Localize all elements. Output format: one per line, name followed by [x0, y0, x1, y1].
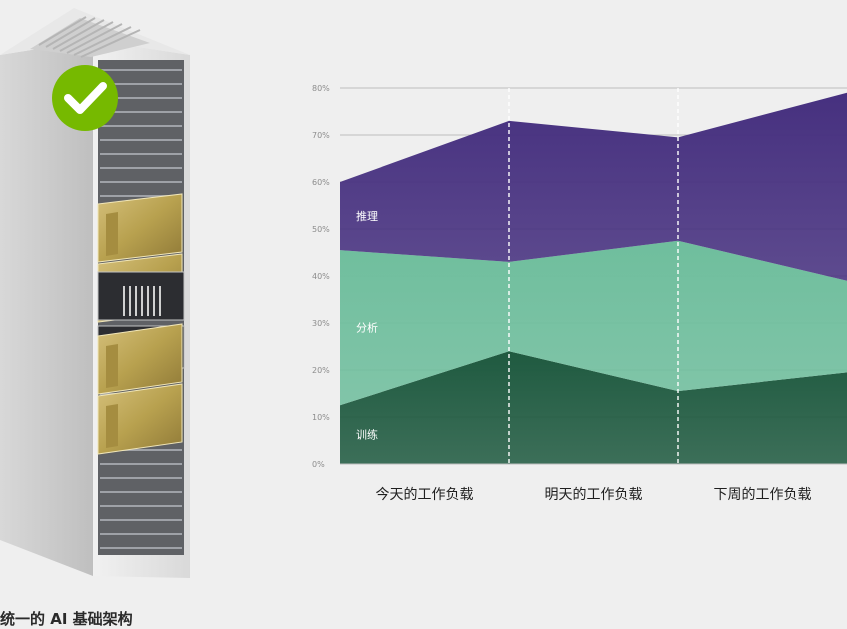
- rack-caption: 统一的 AI 基础架构: [0, 610, 133, 628]
- check-badge-circle: [52, 65, 118, 131]
- chart-container: 0% 10% 20% 30% 40% 50% 60% 70% 80% 训练 分析 推理今天的工作负载 明…: [300, 70, 847, 510]
- y-tick-label-6: 60%: [312, 178, 330, 187]
- area-series-1: [340, 240, 847, 406]
- x-category-label-2: 下周的工作负载: [714, 487, 812, 503]
- y-tick-label-5: 50%: [312, 225, 330, 234]
- y-tick-label-2: 20%: [312, 366, 330, 375]
- gold-servers-bottom: [97, 323, 183, 455]
- y-tick-label-4: 40%: [312, 272, 330, 281]
- rack-vent: [30, 16, 150, 58]
- series-label-0: 训练: [356, 428, 378, 442]
- check-icon: [64, 82, 107, 114]
- y-tick-label-8: 80%: [312, 84, 330, 93]
- series-label-2: 推理: [356, 209, 378, 223]
- area-series-0: [340, 351, 847, 464]
- y-tick-label-3: 30%: [312, 319, 330, 328]
- y-tick-label-0: 0%: [312, 460, 325, 469]
- area-series-2: [340, 92, 847, 281]
- server-rack-svg: [0, 8, 190, 578]
- x-category-label-1: 明天的工作负载: [545, 487, 643, 503]
- x-category-label-0: 今天的工作负载: [376, 487, 474, 503]
- y-tick-label-1: 10%: [312, 413, 330, 422]
- y-tick-label-7: 70%: [312, 131, 330, 140]
- check-badge: [52, 65, 118, 131]
- series-label-1: 分析: [356, 321, 378, 335]
- rack-side-panel: [0, 40, 93, 576]
- server-rack-illustration: [0, 0, 210, 590]
